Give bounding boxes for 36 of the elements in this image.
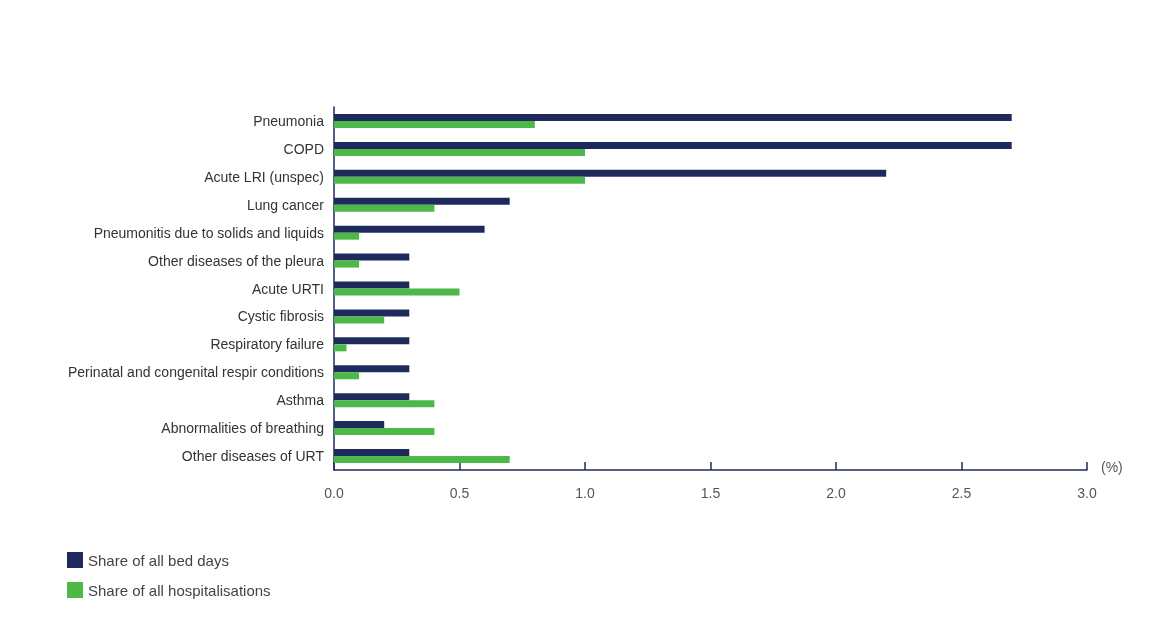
x-tick-label: 0.5 bbox=[449, 485, 470, 501]
x-tick-label: 1.5 bbox=[700, 485, 721, 501]
legend-label: Share of all hospitalisations bbox=[88, 581, 271, 599]
y-tick-label: Abnormalities of breathing bbox=[161, 420, 324, 437]
bar bbox=[334, 372, 360, 380]
y-tick-label: Cystic fibrosis bbox=[237, 308, 324, 325]
x-tick-label: 2.0 bbox=[826, 485, 846, 501]
y-tick-label: Perinatal and congenital respir conditions bbox=[67, 364, 324, 381]
bar bbox=[334, 148, 585, 156]
x-tick-label: 2.5 bbox=[951, 485, 972, 501]
bar bbox=[334, 204, 435, 212]
bar bbox=[334, 260, 360, 268]
bar bbox=[334, 288, 460, 296]
bar bbox=[334, 232, 360, 240]
bar bbox=[334, 400, 435, 408]
x-tick-label: 0.0 bbox=[324, 485, 344, 501]
x-tick-label: 3.0 bbox=[1077, 485, 1097, 501]
bar bbox=[334, 428, 435, 436]
y-tick-label: Pneumonitis due to solids and liquids bbox=[93, 224, 324, 241]
bar bbox=[334, 456, 510, 464]
y-tick-label: Acute URTI bbox=[251, 280, 324, 297]
y-tick-label: COPD bbox=[283, 140, 324, 157]
y-tick-label: Acute LRI (unspec) bbox=[204, 168, 324, 185]
y-tick-label: Pneumonia bbox=[253, 112, 325, 129]
y-tick-label: Lung cancer bbox=[246, 196, 325, 213]
bar bbox=[334, 120, 535, 128]
bar bbox=[334, 344, 347, 352]
y-tick-label: Respiratory failure bbox=[210, 336, 325, 353]
y-tick-label: Other diseases of the pleura bbox=[148, 252, 325, 269]
bar bbox=[334, 316, 385, 324]
legend-label: Share of all bed days bbox=[88, 551, 229, 569]
y-tick-label: Other diseases of URT bbox=[181, 448, 325, 465]
y-tick-label: Asthma bbox=[276, 392, 325, 409]
x-tick-label: 1.0 bbox=[575, 485, 595, 501]
bar bbox=[334, 176, 585, 184]
x-axis-title: (%) bbox=[1101, 459, 1123, 475]
